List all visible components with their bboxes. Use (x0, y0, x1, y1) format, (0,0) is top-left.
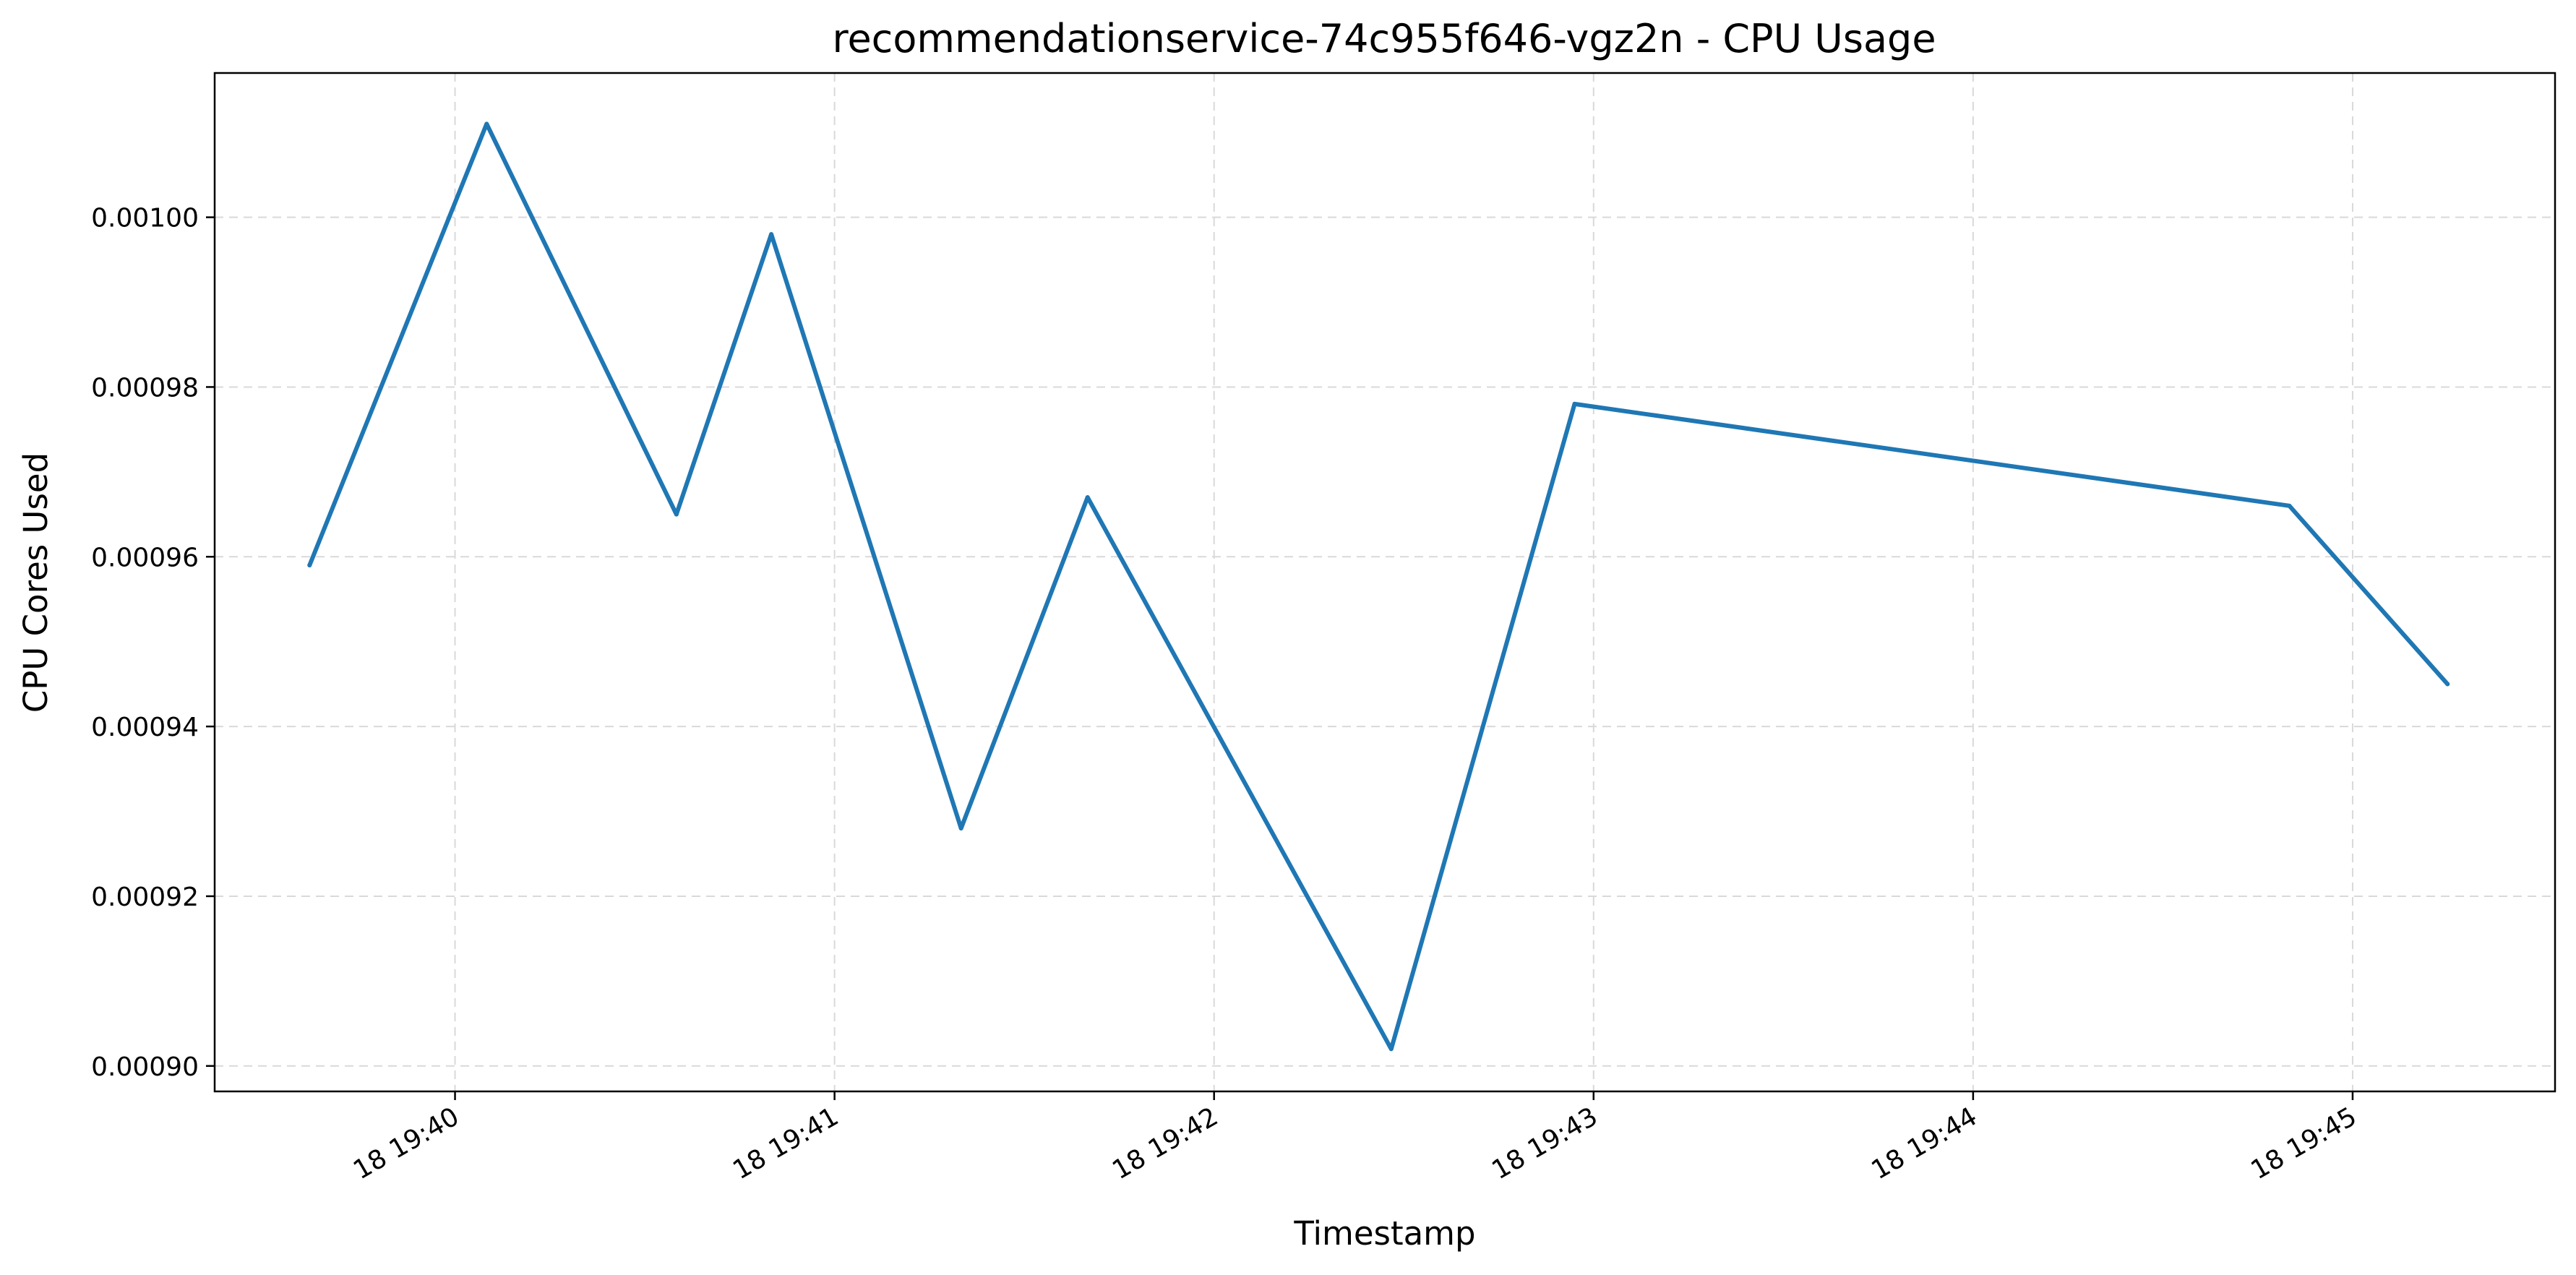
data-point (2445, 682, 2450, 687)
x-tick-label: 18 19:42 (1107, 1102, 1223, 1185)
plot-frame (213, 72, 2556, 1093)
y-tick-label: 0.00090 (91, 1052, 199, 1082)
data-point (1085, 495, 1090, 500)
x-tick-label: 18 19:45 (2246, 1102, 2362, 1185)
data-point (484, 121, 489, 126)
y-axis-label: CPU Cores Used (17, 452, 55, 713)
y-tick-label: 0.00096 (91, 543, 199, 572)
x-tick-label: 18 19:40 (348, 1102, 464, 1185)
data-point (1572, 401, 1577, 406)
chart-title: recommendationservice-74c955f646-vgz2n -… (832, 16, 1936, 61)
y-tick-label: 0.00098 (91, 373, 199, 403)
grid-layer (215, 73, 2555, 1091)
x-axis: 18 19:40 18 19:41 18 19:42 18 19:43 18 19:44… (348, 1091, 2361, 1185)
y-axis: 0.00090 0.00092 0.00094 0.00096 0.00098 0.001… (91, 204, 215, 1082)
y-tick-label: 0.00092 (91, 883, 199, 912)
cpu-usage-line (307, 121, 2450, 1052)
series-layer (307, 121, 2450, 1052)
x-tick-label: 18 19:43 (1487, 1102, 1602, 1185)
x-axis-label: Timestamp (1293, 1214, 1475, 1253)
data-point (674, 512, 679, 517)
y-tick-label: 0.00100 (91, 204, 199, 233)
x-tick-label: 18 19:41 (728, 1102, 843, 1185)
data-point (958, 826, 963, 831)
data-point (307, 563, 312, 568)
data-point (1388, 1047, 1394, 1052)
data-point (769, 232, 774, 237)
data-point (2287, 503, 2292, 508)
x-tick-label: 18 19:44 (1866, 1102, 1982, 1185)
y-tick-label: 0.00094 (91, 713, 199, 742)
